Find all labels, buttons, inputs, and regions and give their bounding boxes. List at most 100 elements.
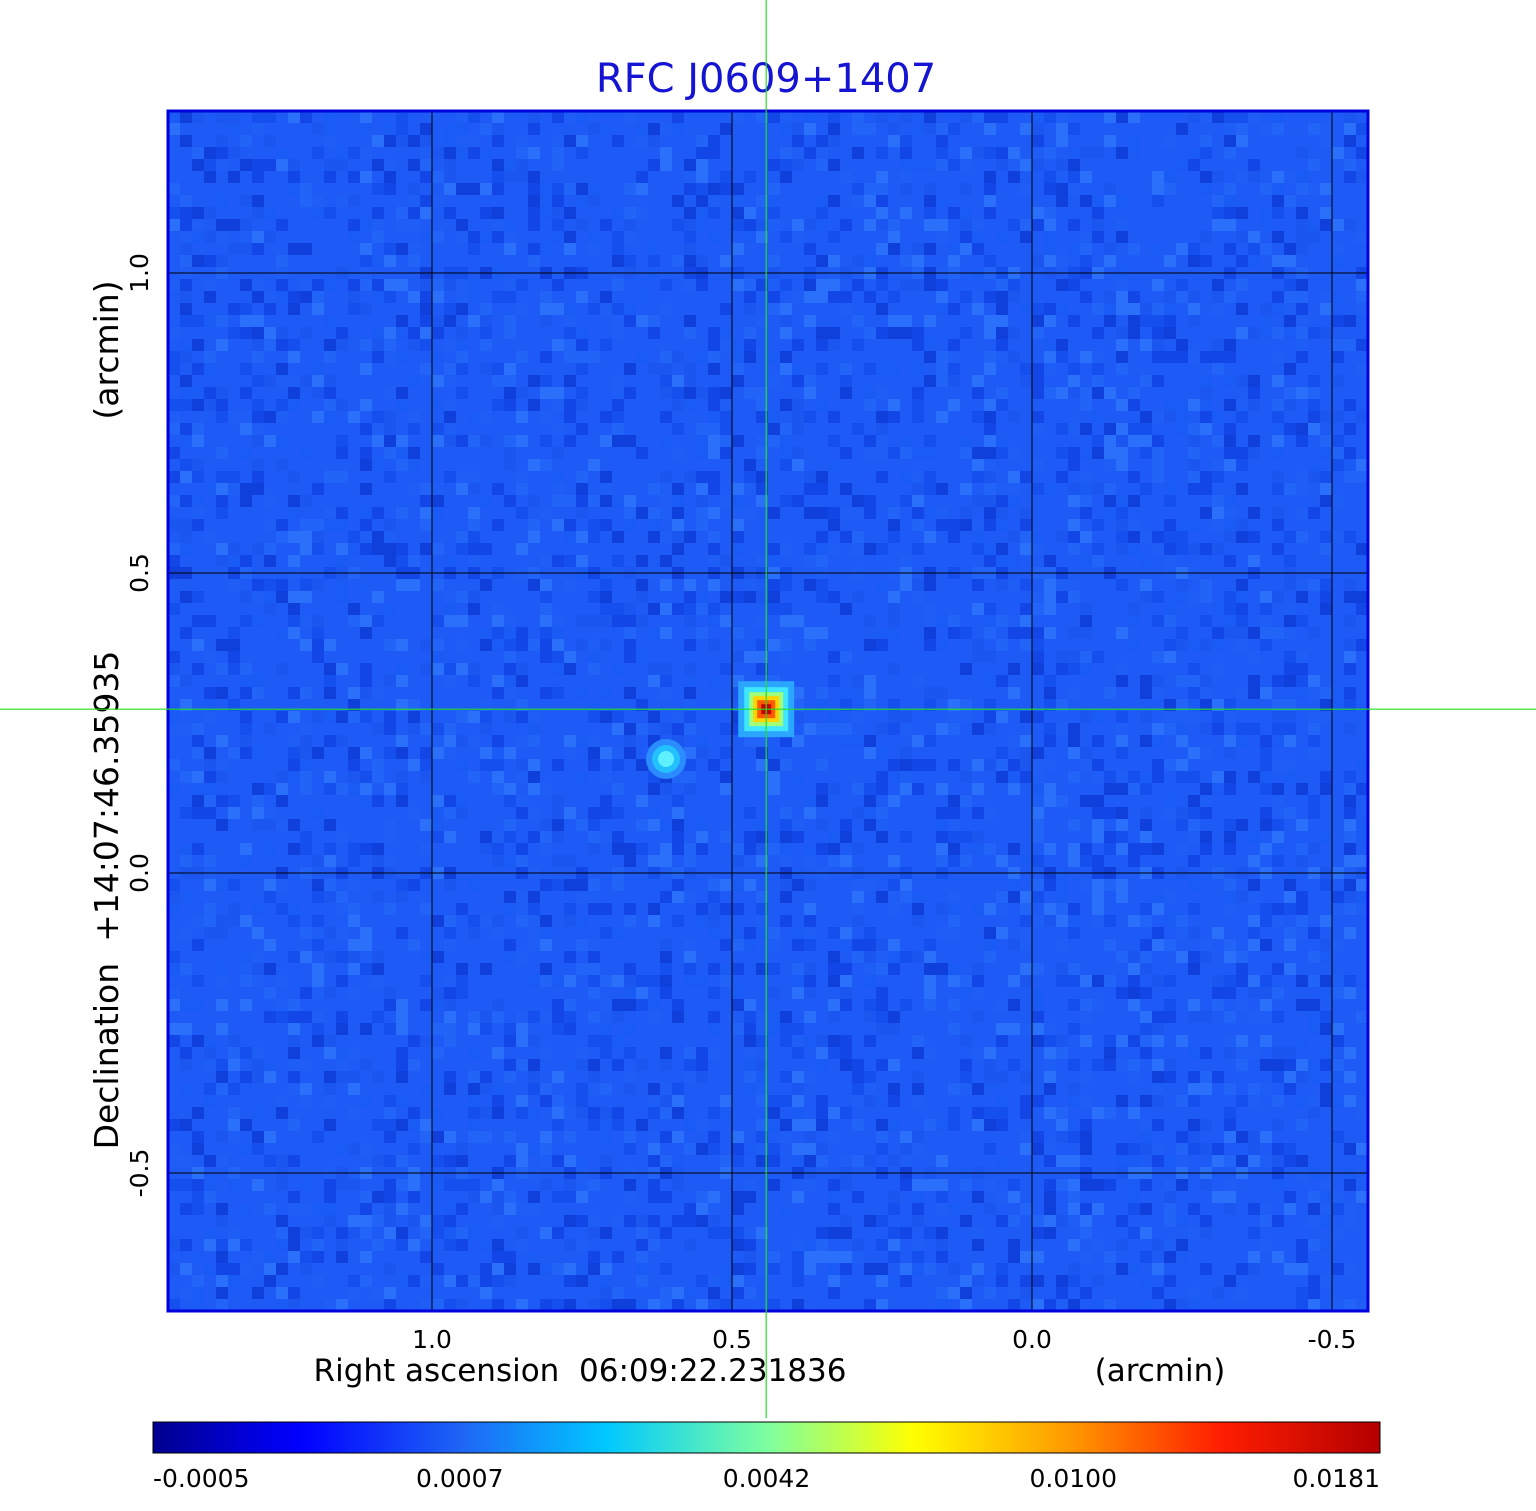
noise-pixel (1296, 1251, 1308, 1263)
noise-pixel (1056, 1299, 1068, 1311)
noise-pixel (1164, 483, 1176, 495)
noise-pixel (396, 1227, 408, 1239)
noise-pixel (264, 879, 276, 891)
noise-pixel (600, 927, 612, 939)
noise-pixel (1116, 879, 1128, 891)
noise-pixel (1356, 1095, 1368, 1107)
noise-pixel (792, 987, 804, 999)
noise-pixel (912, 591, 924, 603)
noise-pixel (1176, 699, 1188, 711)
noise-pixel (1008, 531, 1020, 543)
noise-pixel (1008, 843, 1020, 855)
noise-pixel (540, 435, 552, 447)
noise-pixel (852, 1119, 864, 1131)
noise-pixel (804, 1155, 816, 1167)
noise-pixel (1140, 1179, 1152, 1191)
noise-pixel (324, 1299, 336, 1311)
noise-pixel (456, 1155, 468, 1167)
noise-pixel (612, 663, 624, 675)
noise-pixel (720, 447, 732, 459)
noise-pixel (696, 183, 708, 195)
noise-pixel (1224, 879, 1236, 891)
noise-pixel (840, 831, 852, 843)
noise-pixel (1116, 303, 1128, 315)
noise-pixel (600, 579, 612, 591)
noise-pixel (888, 963, 900, 975)
noise-pixel (1056, 195, 1068, 207)
noise-pixel (540, 291, 552, 303)
noise-pixel (408, 207, 420, 219)
noise-pixel (744, 999, 756, 1011)
noise-pixel (936, 507, 948, 519)
noise-pixel (780, 111, 792, 123)
noise-pixel (504, 435, 516, 447)
noise-pixel (1152, 447, 1164, 459)
noise-pixel (1116, 1239, 1128, 1251)
noise-pixel (768, 303, 780, 315)
noise-pixel (684, 615, 696, 627)
noise-pixel (300, 735, 312, 747)
noise-pixel (936, 639, 948, 651)
noise-pixel (684, 579, 696, 591)
noise-pixel (756, 1011, 768, 1023)
noise-pixel (780, 1035, 792, 1047)
noise-pixel (1320, 591, 1332, 603)
noise-pixel (684, 975, 696, 987)
noise-pixel (540, 879, 552, 891)
noise-pixel (648, 243, 660, 255)
noise-pixel (588, 123, 600, 135)
noise-pixel (792, 927, 804, 939)
noise-pixel (936, 687, 948, 699)
noise-pixel (1260, 603, 1272, 615)
noise-pixel (192, 747, 204, 759)
noise-pixel (852, 1071, 864, 1083)
noise-pixel (240, 555, 252, 567)
noise-pixel (804, 915, 816, 927)
noise-pixel (768, 375, 780, 387)
noise-pixel (1248, 171, 1260, 183)
noise-pixel (1344, 447, 1356, 459)
noise-pixel (972, 1047, 984, 1059)
noise-pixel (252, 1071, 264, 1083)
noise-pixel (372, 507, 384, 519)
noise-pixel (552, 855, 564, 867)
noise-pixel (1116, 1263, 1128, 1275)
noise-pixel (240, 675, 252, 687)
noise-pixel (528, 207, 540, 219)
noise-pixel (180, 315, 192, 327)
noise-pixel (1308, 507, 1320, 519)
noise-pixel (972, 723, 984, 735)
noise-pixel (1152, 723, 1164, 735)
noise-pixel (252, 207, 264, 219)
noise-pixel (792, 771, 804, 783)
noise-pixel (492, 1203, 504, 1215)
noise-pixel (960, 219, 972, 231)
noise-pixel (1284, 723, 1296, 735)
noise-pixel (204, 1083, 216, 1095)
noise-pixel (432, 663, 444, 675)
noise-pixel (1056, 159, 1068, 171)
noise-pixel (432, 279, 444, 291)
noise-pixel (348, 543, 360, 555)
noise-pixel (240, 231, 252, 243)
noise-pixel (792, 615, 804, 627)
noise-pixel (420, 123, 432, 135)
noise-pixel (1080, 471, 1092, 483)
noise-pixel (360, 1059, 372, 1071)
noise-pixel (864, 999, 876, 1011)
noise-pixel (1344, 927, 1356, 939)
noise-pixel (960, 327, 972, 339)
noise-pixel (1236, 603, 1248, 615)
noise-pixel (684, 855, 696, 867)
noise-pixel (1140, 735, 1152, 747)
noise-pixel (684, 699, 696, 711)
noise-pixel (864, 255, 876, 267)
noise-pixel (888, 135, 900, 147)
noise-pixel (1356, 903, 1368, 915)
noise-pixel (1152, 891, 1164, 903)
noise-pixel (936, 279, 948, 291)
noise-pixel (552, 1227, 564, 1239)
noise-pixel (828, 291, 840, 303)
noise-pixel (840, 1155, 852, 1167)
noise-pixel (528, 579, 540, 591)
